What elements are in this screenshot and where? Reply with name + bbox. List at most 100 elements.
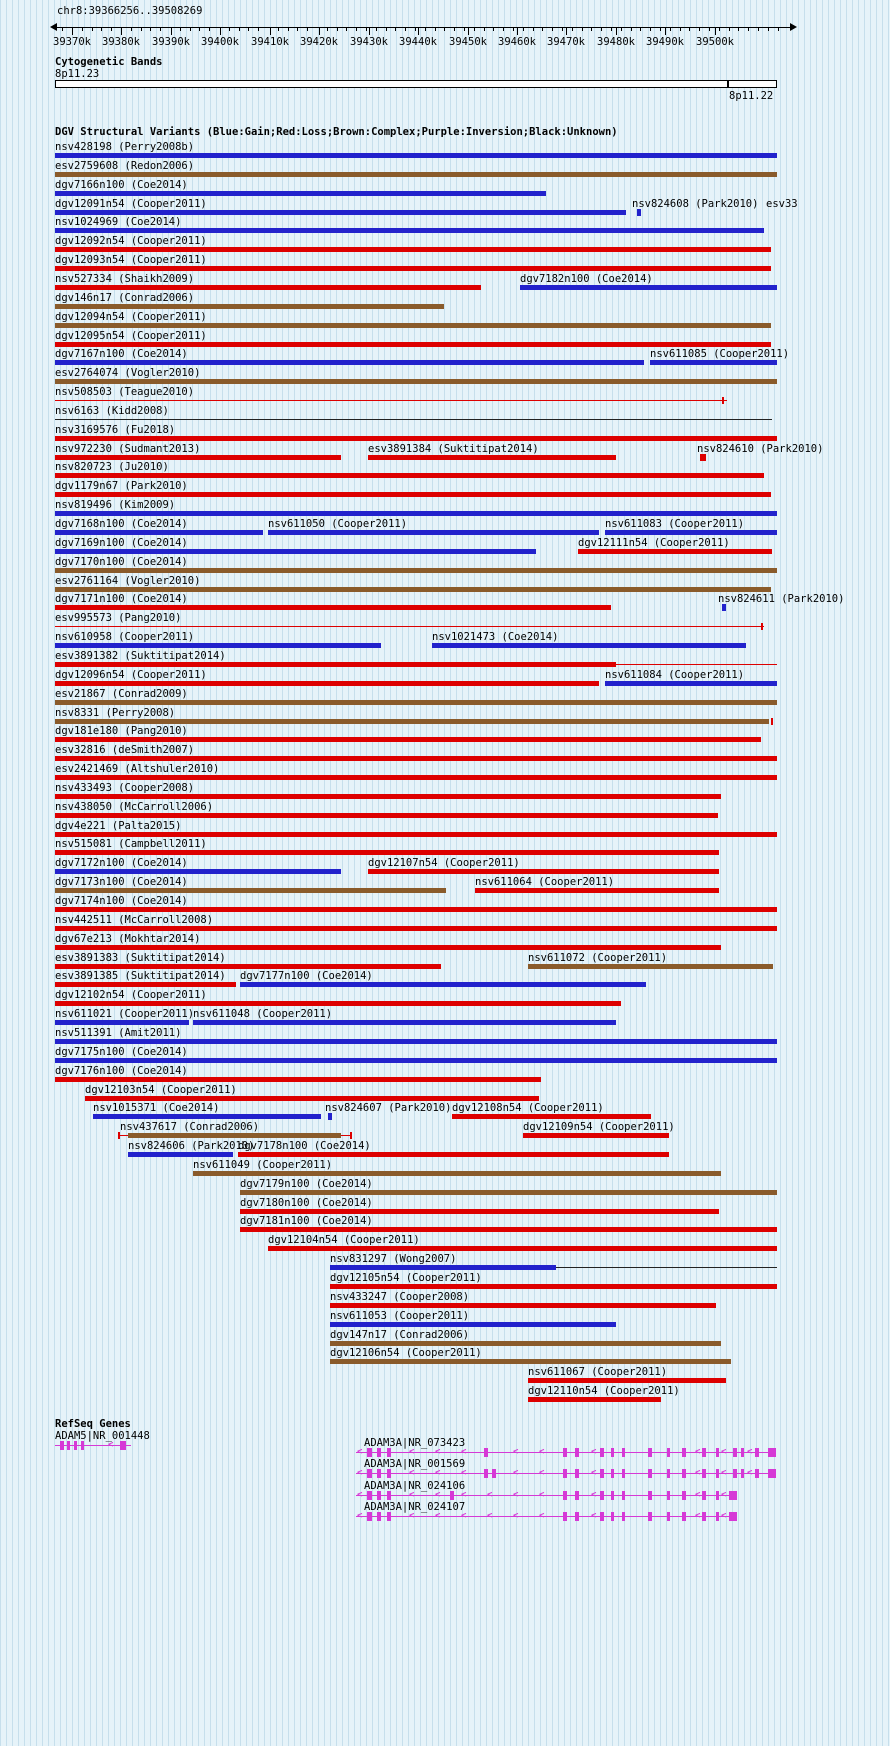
variant-bar[interactable] [368, 869, 719, 875]
variant-bar[interactable] [368, 454, 616, 460]
variant-tick[interactable] [350, 1132, 352, 1140]
variant-tick[interactable] [722, 604, 726, 612]
variant-bar[interactable] [93, 1114, 321, 1120]
variant-bar[interactable] [240, 1227, 777, 1233]
variant-bar[interactable] [55, 1076, 541, 1082]
variant-bar[interactable] [55, 605, 611, 611]
variant-bar[interactable] [605, 680, 777, 686]
variant-tick[interactable] [118, 1132, 120, 1140]
variant-bar[interactable] [55, 1020, 189, 1026]
variant-bar[interactable] [55, 737, 761, 743]
variant-bar[interactable] [128, 1152, 233, 1158]
variant-bar[interactable] [55, 454, 341, 460]
variant-bar[interactable] [55, 793, 721, 799]
variant-bar[interactable] [193, 1170, 721, 1176]
variant-bar[interactable] [55, 379, 777, 385]
variant-bar[interactable] [55, 303, 444, 309]
variant-bar[interactable] [55, 548, 536, 554]
variant-bar[interactable] [55, 530, 263, 535]
variant-bar[interactable] [528, 1397, 661, 1403]
variant-bar[interactable] [55, 247, 771, 253]
variant-bar[interactable] [55, 756, 777, 762]
variant-bar[interactable] [128, 1133, 341, 1139]
variant-bar[interactable] [55, 473, 764, 479]
variant-bar[interactable] [268, 530, 599, 535]
variant-bar[interactable] [520, 284, 777, 290]
variant-bar[interactable] [55, 266, 771, 272]
variant-bar[interactable] [55, 190, 546, 196]
variant-line[interactable] [55, 418, 772, 420]
variant-bar[interactable] [55, 869, 341, 875]
gene-glyph[interactable]: < < < < < < < < < < [356, 1490, 737, 1502]
variant-bar[interactable] [55, 907, 777, 912]
variant-bar[interactable] [55, 888, 446, 894]
variant-bar[interactable] [55, 944, 721, 950]
variant-bar[interactable] [523, 1133, 669, 1139]
variant-bar[interactable] [238, 1152, 669, 1158]
variant-bar[interactable] [55, 511, 777, 517]
variant-tick[interactable] [722, 397, 724, 405]
gene-glyph[interactable]: < [55, 1440, 131, 1452]
variant-line[interactable] [55, 626, 764, 628]
variant-bar[interactable] [55, 831, 777, 837]
gene-glyph[interactable]: < < < < < < < < < < [356, 1447, 776, 1459]
ruler-major-tick [468, 27, 469, 35]
variant-bar[interactable] [193, 1020, 616, 1026]
variant-bar[interactable] [55, 718, 769, 724]
variant-bar[interactable] [55, 153, 777, 158]
variant-bar[interactable] [55, 341, 771, 347]
variant-bar[interactable] [330, 1284, 777, 1289]
variant-bar[interactable] [55, 1001, 621, 1007]
variant-bar[interactable] [330, 1302, 716, 1308]
variant-bar[interactable] [55, 775, 777, 781]
variant-bar[interactable] [330, 1359, 731, 1365]
variant-bar[interactable] [528, 963, 773, 969]
variant-line[interactable] [55, 400, 727, 402]
variant-bar[interactable] [55, 492, 771, 498]
variant-bar[interactable] [330, 1265, 556, 1271]
variant-bar[interactable] [55, 850, 719, 856]
variant-bar[interactable] [240, 1208, 719, 1214]
variant-bar[interactable] [55, 567, 777, 573]
variant-bar[interactable] [55, 1057, 777, 1063]
variant-bar[interactable] [650, 360, 777, 366]
variant-tick[interactable] [328, 1113, 332, 1121]
variant-line[interactable] [616, 663, 777, 665]
variant-bar[interactable] [475, 888, 719, 894]
variant-tick[interactable] [771, 717, 773, 725]
variant-bar[interactable] [85, 1095, 539, 1101]
variant-bar[interactable] [55, 680, 599, 686]
variant-bar[interactable] [55, 699, 777, 705]
variant-bar[interactable] [605, 530, 777, 535]
variant-bar[interactable] [55, 982, 236, 988]
variant-bar[interactable] [240, 1189, 777, 1195]
variant-bar[interactable] [528, 1378, 726, 1384]
variant-bar[interactable] [330, 1321, 616, 1327]
variant-bar[interactable] [55, 963, 441, 969]
variant-bar[interactable] [55, 209, 626, 215]
variant-bar[interactable] [578, 548, 772, 554]
variant-bar[interactable] [55, 322, 771, 328]
variant-bar[interactable] [55, 284, 481, 290]
variant-bar[interactable] [55, 586, 771, 592]
variant-bar[interactable] [55, 1038, 777, 1044]
variant-bar[interactable] [240, 982, 646, 988]
variant-bar[interactable] [330, 1340, 721, 1346]
variant-bar[interactable] [55, 435, 777, 441]
variant-bar[interactable] [55, 228, 764, 234]
variant-bar[interactable] [452, 1114, 651, 1120]
variant-tick[interactable] [761, 623, 763, 631]
variant-bar[interactable] [55, 360, 644, 366]
gene-glyph[interactable]: < < < < < < < < < < [356, 1468, 776, 1480]
variant-tick[interactable] [700, 453, 706, 461]
gene-glyph[interactable]: < < < < < < < < < < [356, 1511, 737, 1523]
variant-bar[interactable] [268, 1246, 777, 1252]
variant-tick[interactable] [637, 208, 641, 216]
variant-bar[interactable] [55, 925, 777, 931]
variant-line[interactable] [556, 1267, 777, 1269]
variant-bar[interactable] [55, 643, 381, 649]
variant-bar[interactable] [432, 643, 746, 649]
variant-bar[interactable] [55, 812, 718, 818]
variant-bar[interactable] [55, 661, 616, 667]
variant-bar[interactable] [55, 171, 777, 177]
